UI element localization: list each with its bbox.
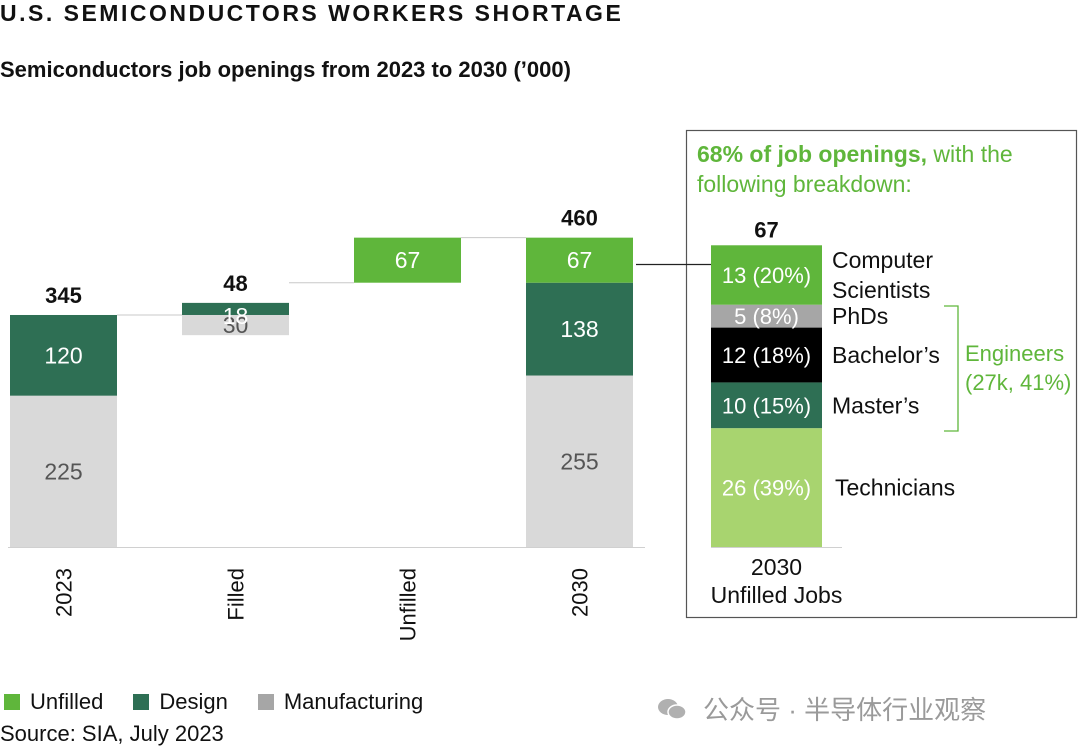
legend-label-design: Design <box>159 689 228 714</box>
legend-label-manufacturing: Manufacturing <box>283 689 424 714</box>
bar-2030-manufacturing <box>526 375 633 547</box>
watermark: 公众号 · 半导体行业观察 <box>657 690 986 727</box>
chart-subtitle: Semiconductors job openings from 2023 to… <box>0 57 571 82</box>
total-label-2030: 460 <box>561 206 598 231</box>
breakdown-data-label: 13 (20%) <box>722 263 811 288</box>
source-note: Source: SIA, July 2023 <box>0 721 224 746</box>
data-label-2030-design: 138 <box>560 316 598 342</box>
breakdown-title-line1: 68% of job openings, with the <box>697 141 1013 167</box>
breakdown-bar-computer-scientists <box>711 245 822 305</box>
bar-2023-design <box>10 314 117 396</box>
data-label-2023-manufacturing: 225 <box>44 458 82 484</box>
breakdown-data-label: 10 (15%) <box>722 393 811 418</box>
engineers-label-line1: Engineers <box>965 341 1064 366</box>
legend-item-manufacturing: Manufacturing <box>254 689 423 715</box>
breakdown-data-label: 26 (39%) <box>722 476 811 501</box>
breakdown-segment-name: Computer <box>832 247 933 273</box>
bar-2030-unfilled <box>526 237 633 283</box>
breakdown-title-rest: with the <box>927 141 1013 167</box>
breakdown-bar-master-s <box>711 382 822 429</box>
breakdown-segment-name: PhDs <box>832 303 888 329</box>
breakdown-category-line1: 2030 <box>751 554 802 580</box>
category-label-2030: 2030 <box>568 568 593 617</box>
breakdown-title-line2: following breakdown: <box>697 171 912 197</box>
breakdown-bar-phds <box>711 304 822 328</box>
breakdown-segment-name: Master’s <box>832 392 919 418</box>
data-label-filled-manufacturing: 30 <box>223 312 249 338</box>
category-label-2023: 2023 <box>52 568 77 617</box>
breakdown-bar-technicians <box>711 428 822 547</box>
data-label-filled-design: 18 <box>223 303 249 329</box>
breakdown-total-label: 67 <box>754 217 778 242</box>
data-label-2023-design: 120 <box>44 342 82 368</box>
engineers-label-line2: (27k, 41%) <box>965 370 1071 395</box>
bar-2030-design <box>526 282 633 376</box>
bar-filled-design <box>182 302 289 315</box>
chart-legend: Unfilled Design Manufacturing <box>0 689 449 715</box>
breakdown-panel <box>685 129 1078 619</box>
total-label-filled: 48 <box>223 271 247 296</box>
breakdown-bar-bachelor-s <box>711 327 822 383</box>
legend-item-design: Design <box>129 689 228 715</box>
engineers-bracket <box>944 305 959 432</box>
legend-swatch-unfilled <box>4 694 20 710</box>
breakdown-segment-name: Bachelor’s <box>832 342 940 368</box>
wechat-icon <box>658 698 687 720</box>
legend-label-unfilled: Unfilled <box>30 689 104 714</box>
breakdown-segment-name: Technicians <box>835 475 955 501</box>
data-label-2030-manufacturing: 255 <box>560 448 598 474</box>
category-label-filled: Filled <box>224 568 249 621</box>
legend-swatch-manufacturing <box>257 694 274 710</box>
breakdown-category-line2: Unfilled Jobs <box>711 582 843 608</box>
breakdown-data-label: 5 (8%) <box>734 304 799 329</box>
watermark-text: 公众号 · 半导体行业观察 <box>703 695 987 725</box>
data-label-2030-unfilled: 67 <box>567 247 593 273</box>
breakdown-segment-name: Scientists <box>832 277 930 303</box>
legend-swatch-design <box>133 694 150 710</box>
breakdown-data-label: 12 (18%) <box>722 343 811 368</box>
breakdown-title-bold: 68% of job openings, <box>697 141 927 167</box>
chart-header: U.S. SEMICONDUCTORS WORKERS SHORTAGE <box>0 0 624 26</box>
bar-unfilled-unfilled <box>354 237 461 283</box>
bar-filled-manufacturing <box>182 314 289 336</box>
bar-2023-manufacturing <box>10 395 117 547</box>
total-label-2023: 345 <box>45 283 82 308</box>
legend-item-unfilled: Unfilled <box>0 689 103 715</box>
data-label-unfilled-unfilled: 67 <box>395 247 421 273</box>
category-label-unfilled: Unfilled <box>396 568 421 641</box>
